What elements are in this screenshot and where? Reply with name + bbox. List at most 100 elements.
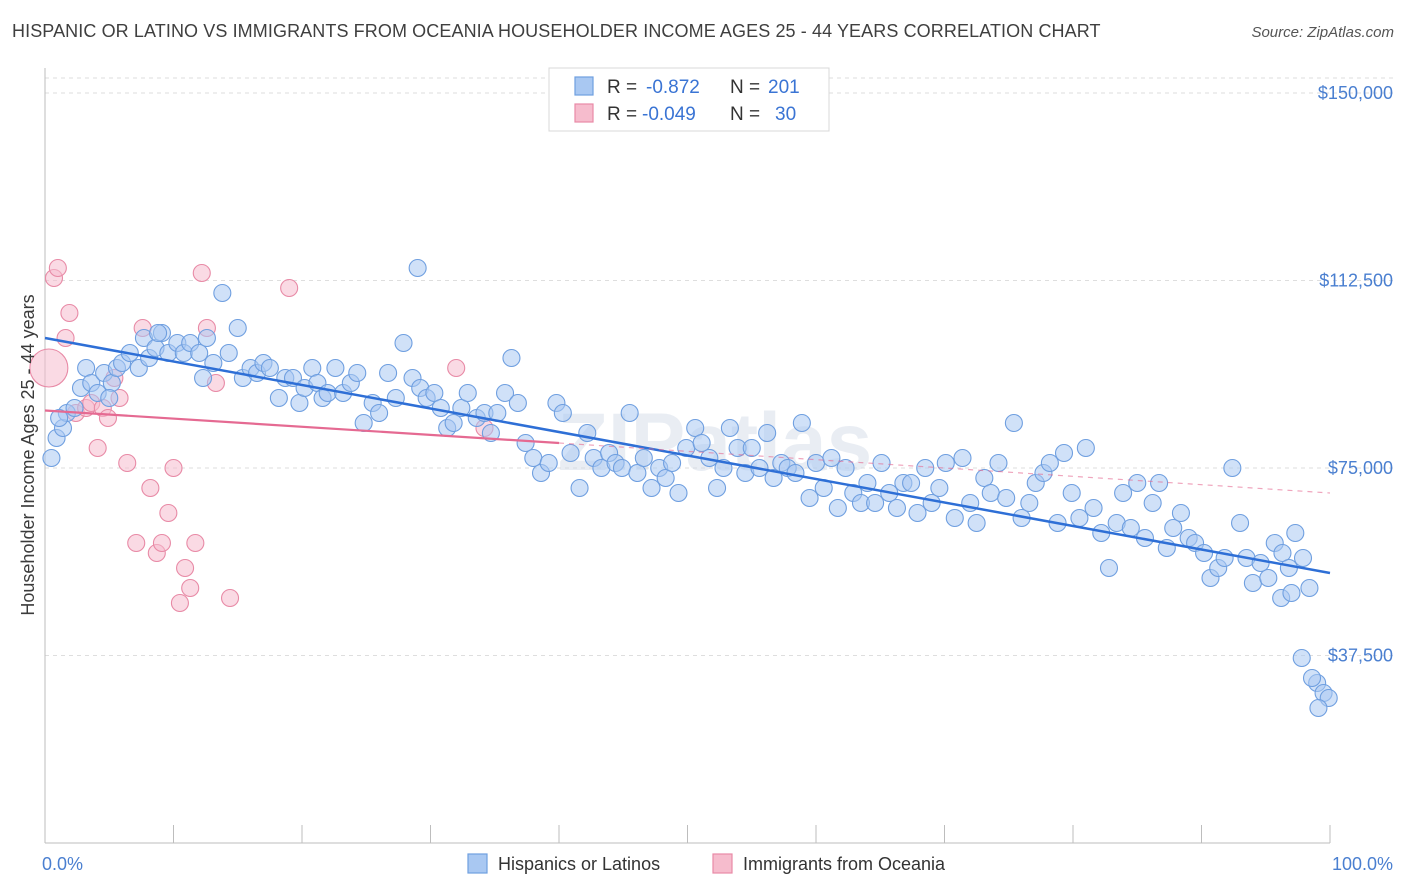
data-point-hispanic (822, 448, 841, 468)
data-point-hispanic (50, 408, 69, 428)
data-point-hispanic (194, 368, 213, 388)
data-point-oceania (88, 438, 107, 458)
data-point-hispanic (997, 488, 1016, 508)
data-point-hispanic (806, 453, 826, 473)
data-point-oceania (141, 478, 160, 498)
data-point-hispanic (481, 423, 500, 443)
data-point-hispanic (902, 473, 921, 493)
data-point-hispanic (1251, 553, 1270, 573)
legend-bottom-swatch-blue (467, 853, 488, 874)
data-point-hispanic (1286, 523, 1305, 543)
data-point-hispanic (1273, 543, 1292, 563)
axes (44, 68, 1331, 844)
data-point-hispanic (379, 363, 398, 383)
data-point-hispanic (634, 448, 653, 468)
data-point-hispanic (1195, 543, 1214, 563)
data-point-oceania (48, 258, 67, 278)
data-point-hispanic (1223, 458, 1242, 478)
data-point-hispanic (431, 398, 450, 418)
data-point-hispanic (326, 358, 345, 378)
data-point-hispanic (370, 403, 389, 423)
data-point-hispanic (792, 413, 811, 433)
data-point-oceania (176, 558, 195, 578)
data-point-hispanic (1020, 493, 1039, 513)
data-point-oceania (280, 278, 299, 298)
data-point-hispanic (1004, 413, 1023, 433)
data-point-oceania (159, 503, 178, 523)
data-point-hispanic (953, 448, 972, 468)
legend-bottom: Hispanics or Latinos Immigrants from Oce… (467, 853, 946, 874)
legend-r-value: -0.872 (646, 77, 700, 98)
data-point-hispanic (975, 468, 994, 488)
legend-bottom-swatch-pink (712, 853, 733, 874)
x-tick-labels: 0.0% 100.0% (42, 854, 1393, 874)
y-tick-label: $150,000 (1318, 83, 1393, 103)
data-point-oceania (152, 533, 171, 553)
source-label: Source: ZipAtlas.com (1251, 24, 1394, 41)
data-point-hispanic (444, 413, 463, 433)
data-point-hispanic (42, 448, 61, 468)
data-point-oceania (29, 348, 69, 388)
data-point-oceania (220, 588, 240, 608)
data-point-hispanic (764, 468, 783, 488)
data-point-hispanic (1143, 493, 1162, 513)
data-point-hispanic (318, 383, 337, 403)
data-point-oceania (447, 358, 466, 378)
legend-swatch-pink (574, 103, 594, 123)
series-hispanics-or-latinos (42, 258, 1338, 718)
data-point-hispanic (102, 373, 121, 393)
data-point-hispanic (149, 323, 168, 343)
y-tick-labels: $150,000 $112,500 $75,000 $37,500 (1318, 83, 1393, 666)
data-point-hispanic (100, 388, 119, 408)
data-point-hispanic (663, 453, 682, 473)
data-point-oceania (192, 263, 211, 283)
data-point-hispanic (524, 448, 543, 468)
data-point-hispanic (561, 443, 580, 463)
data-point-hispanic (1164, 518, 1183, 538)
data-point-hispanic (1300, 578, 1319, 598)
data-point-hispanic (669, 483, 688, 503)
data-point-hispanic (967, 513, 986, 533)
data-point-hispanic (408, 258, 427, 278)
legend-n-label: N = (730, 104, 760, 125)
data-point-hispanic (866, 493, 885, 513)
data-point-oceania (118, 453, 137, 473)
data-point-hispanic (539, 453, 558, 473)
data-point-hispanic (190, 343, 209, 363)
data-point-hispanic (348, 363, 367, 383)
data-point-hispanic (516, 433, 535, 453)
data-point-hispanic (1292, 648, 1311, 668)
data-point-hispanic (872, 453, 891, 473)
data-point-hispanic (692, 433, 711, 453)
data-point-hispanic (1076, 438, 1095, 458)
data-point-hispanic (219, 343, 238, 363)
data-point-hispanic (1114, 483, 1133, 503)
data-point-hispanic (495, 383, 515, 403)
data-point-oceania (186, 533, 205, 553)
data-point-hispanic (570, 478, 589, 498)
data-point-hispanic (1279, 558, 1298, 578)
data-point-hispanic (77, 358, 96, 378)
legend-bottom-label-blue: Hispanics or Latinos (498, 854, 660, 874)
data-point-hispanic (989, 453, 1008, 473)
y-tick-label: $75,000 (1328, 458, 1393, 478)
data-point-hispanic (686, 418, 705, 438)
y-tick-label: $112,500 (1319, 271, 1393, 291)
data-point-hispanic (945, 508, 964, 528)
legend-top-box (548, 67, 830, 132)
data-point-hispanic (458, 383, 477, 403)
data-point-hispanic (1150, 473, 1169, 493)
data-point-hispanic (828, 498, 847, 518)
legend-n-label: N = (730, 77, 760, 98)
y-tick-label: $37,500 (1328, 646, 1393, 666)
data-point-oceania (127, 533, 146, 553)
data-point-hispanic (916, 458, 935, 478)
data-point-oceania (164, 458, 183, 478)
data-point-hispanic (1282, 583, 1301, 603)
data-point-hispanic (508, 393, 527, 413)
data-point-hispanic (303, 358, 322, 378)
trend-line-oceania (44, 409, 560, 445)
data-point-hispanic (642, 478, 661, 498)
y-axis-label: Householder Income Ages 25 - 44 years (18, 294, 38, 615)
